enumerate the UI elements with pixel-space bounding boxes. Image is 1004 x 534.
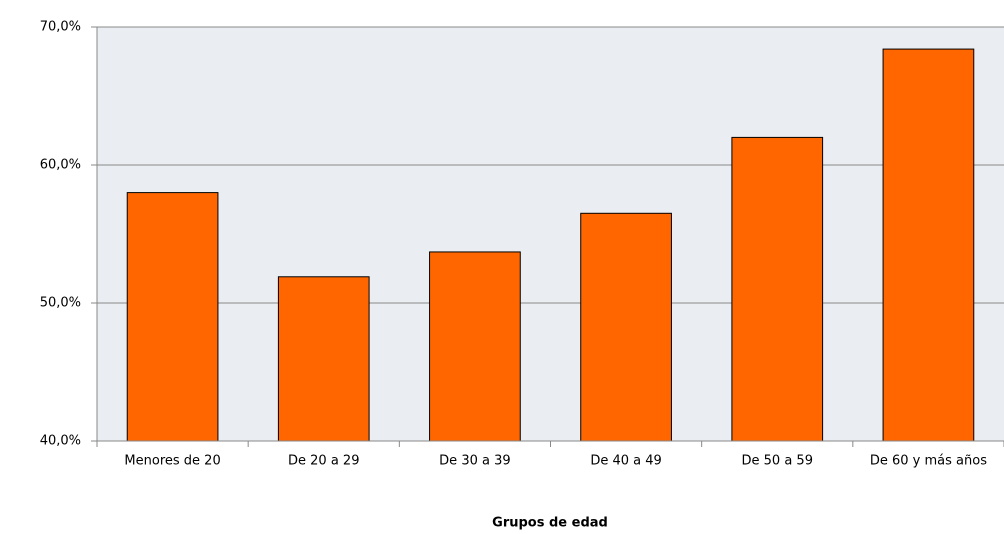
bar (126, 192, 219, 442)
x-tick-label: De 30 a 39 (439, 454, 510, 469)
bar (731, 136, 824, 442)
y-tick-label: 40,0% (40, 434, 81, 449)
bar (580, 212, 672, 442)
x-tick-label: Menores de 20 (124, 454, 220, 469)
bar (429, 251, 521, 442)
x-axis-label: Grupos de edad (492, 516, 608, 531)
plot-area (97, 27, 1004, 441)
x-tick-label: De 40 a 49 (590, 454, 661, 469)
y-tick-label: 70,0% (40, 20, 81, 35)
x-tick-label: De 20 a 29 (288, 454, 359, 469)
x-tick-label: De 50 a 59 (742, 454, 813, 469)
bar (277, 276, 370, 442)
x-tick-label: De 60 y más años (870, 454, 987, 469)
y-tick-label: 60,0% (40, 158, 81, 173)
y-tick-label: 50,0% (40, 296, 81, 311)
bar (882, 48, 975, 442)
